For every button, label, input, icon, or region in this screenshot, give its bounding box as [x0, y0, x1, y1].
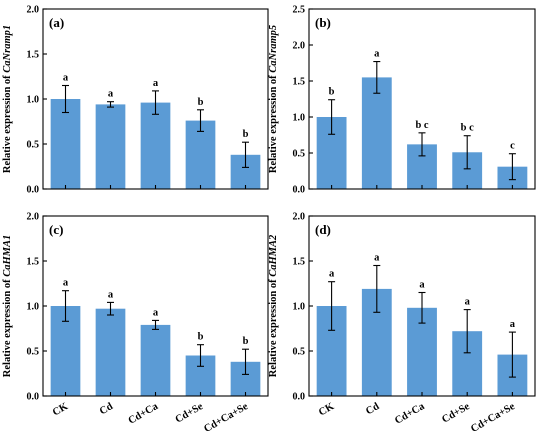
significance-label: a — [153, 307, 159, 318]
chart-panel-3: a a a b b 0.0 0.5 1.0 1.5 2.0 CK Cd Cd+Ca Cd+SeCd+Ca+… — [2, 212, 269, 435]
category-label: Cd — [364, 401, 381, 417]
y-axis-label: Relative expression of CaHMA1 — [2, 235, 13, 377]
y-tick-label: 0.0 — [27, 185, 40, 196]
error-bar — [62, 84, 69, 114]
y-tick-label: 1.5 — [27, 257, 40, 268]
y-tick-label: 2.5 — [293, 5, 306, 16]
significance-label: b — [243, 336, 249, 347]
category-label: Cd — [98, 401, 115, 417]
error-bar — [418, 291, 426, 324]
error-bar — [62, 290, 69, 322]
significance-label: a — [510, 319, 516, 330]
significance-label: a — [374, 253, 380, 264]
error-bar — [242, 348, 249, 375]
error-bar — [197, 109, 204, 132]
category-label: Cd+Ca+Se — [202, 401, 250, 435]
bar — [361, 77, 392, 189]
bar — [140, 324, 171, 396]
chart-panel-2: b a b c b c c 0.0 0.5 1.0 1.5 2.0 2.5 (b) Relative e… — [268, 5, 536, 196]
significance-label: b — [198, 97, 204, 108]
significance-label: a — [329, 269, 335, 280]
y-axis-label: Relative expression of CaNramp5 — [268, 25, 279, 173]
significance-label: c — [510, 141, 515, 152]
y-axis-label-prefix: Relative expression of — [2, 277, 13, 377]
category-label: Cd+Ca — [393, 401, 427, 427]
y-tick-label: 2.0 — [27, 5, 40, 16]
y-axis-label-prefix: Relative expression of — [268, 73, 279, 173]
significance-label: b — [243, 129, 249, 140]
bar — [185, 120, 216, 189]
y-axis-label-gene: CaHMA2 — [268, 234, 279, 277]
significance-label: a — [419, 280, 425, 291]
panel-label: (b) — [315, 15, 331, 30]
error-bar — [418, 132, 426, 157]
error-bar — [107, 301, 114, 316]
y-tick-label: 0.0 — [27, 392, 40, 403]
significance-label: b c — [461, 123, 474, 134]
y-tick-label: 1.5 — [293, 257, 306, 268]
significance-label: a — [63, 278, 69, 289]
panel-label: (c) — [49, 222, 63, 237]
error-bar — [328, 99, 336, 135]
y-tick-label: 0.0 — [293, 185, 306, 196]
significance-label: a — [108, 89, 114, 100]
category-label: Cd+Se — [174, 401, 206, 426]
y-tick-label: 0.0 — [293, 392, 306, 403]
significance-label: a — [153, 78, 159, 89]
y-axis-label: Relative expression of CaHMA2 — [268, 234, 279, 377]
y-tick-label: 0.5 — [27, 347, 40, 358]
y-tick-label: 1.5 — [293, 77, 306, 88]
error-bar — [508, 331, 516, 378]
y-tick-label: 2.0 — [293, 41, 306, 52]
y-tick-label: 1.0 — [293, 113, 306, 124]
category-label: Cd+Ca — [127, 401, 161, 427]
significance-label: a — [465, 297, 471, 308]
error-bar — [463, 309, 471, 354]
significance-label: b c — [415, 120, 428, 131]
significance-label: b — [198, 332, 204, 343]
error-bar — [107, 101, 114, 108]
error-bar — [152, 90, 159, 115]
category-label: CK — [317, 401, 337, 419]
y-axis-label-gene: CaNramp1 — [2, 25, 13, 73]
panel-label: (a) — [49, 15, 64, 30]
error-bar — [463, 135, 471, 170]
panel-label: (d) — [315, 222, 331, 237]
bar — [50, 99, 81, 189]
y-tick-label: 1.0 — [27, 302, 40, 313]
y-axis-label-prefix: Relative expression of — [268, 277, 279, 377]
category-label: Cd+Se — [440, 401, 472, 426]
y-axis-label-gene: CaHMA1 — [2, 235, 13, 277]
category-label: CK — [51, 401, 71, 419]
chart-panel-1: a a a b b 0.0 0.5 1.0 1.5 2.0 (a) Relative expressi… — [2, 5, 269, 196]
y-tick-label: 1.5 — [27, 50, 40, 61]
y-axis-label: Relative expression of CaNramp1 — [2, 25, 13, 173]
significance-label: a — [374, 49, 380, 60]
error-bar — [197, 344, 204, 367]
y-tick-label: 0.5 — [293, 347, 306, 358]
error-bar — [373, 61, 381, 94]
y-tick-label: 0.5 — [293, 149, 306, 160]
bar — [140, 102, 171, 189]
error-bar — [508, 153, 516, 181]
y-tick-label: 1.0 — [27, 95, 40, 106]
category-label: Cd+Ca+Se — [469, 401, 517, 435]
y-tick-label: 1.0 — [293, 302, 306, 313]
y-axis-label-prefix: Relative expression of — [2, 73, 13, 173]
significance-label: a — [63, 73, 69, 84]
y-tick-label: 2.0 — [27, 212, 40, 223]
error-bar — [242, 141, 249, 168]
significance-label: b — [329, 87, 335, 98]
error-bar — [373, 264, 381, 313]
y-tick-label: 0.5 — [27, 140, 40, 151]
y-tick-label: 2.0 — [293, 212, 306, 223]
significance-label: a — [108, 289, 114, 300]
y-axis-label-gene: CaNramp5 — [268, 25, 279, 73]
bar — [95, 104, 126, 189]
error-bar — [328, 281, 336, 331]
bar — [95, 308, 126, 396]
chart-panel-4: a a a a a 0.0 0.5 1.0 1.5 2.0 CK Cd Cd+Ca Cd+SeCd+Ca+… — [268, 212, 536, 435]
error-bar — [152, 319, 159, 330]
